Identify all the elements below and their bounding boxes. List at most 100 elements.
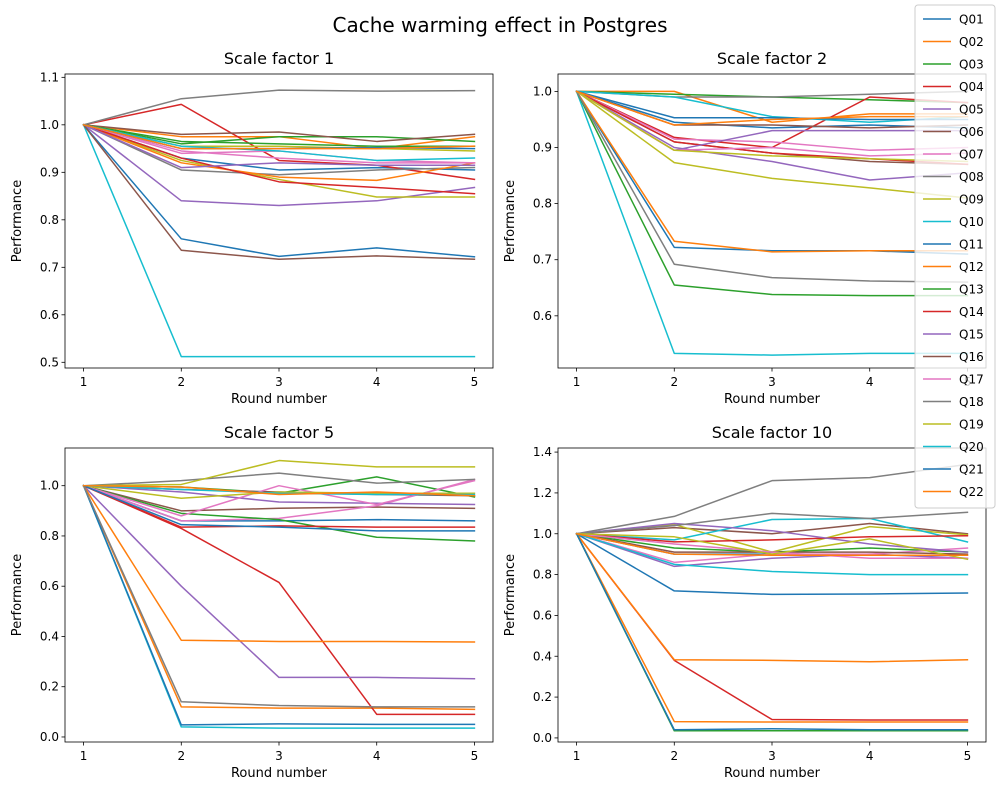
subplot-title: Scale factor 1	[224, 49, 334, 68]
legend-label: Q05	[959, 103, 984, 117]
y-axis-label: Performance	[10, 554, 25, 636]
x-tick-label: 3	[768, 375, 776, 389]
subplot-title: Scale factor 10	[712, 423, 832, 442]
series-line-q21	[575, 532, 969, 731]
y-tick-label: 0.7	[40, 260, 59, 274]
series-line-q20	[82, 484, 476, 496]
legend-label: Q17	[959, 373, 984, 387]
series-line-q17	[575, 532, 969, 559]
series-line-q06	[82, 124, 476, 143]
x-tick-label: 2	[670, 749, 678, 763]
series-line-q20	[82, 123, 476, 162]
series-line-q12	[575, 532, 969, 663]
legend-label: Q03	[959, 58, 984, 72]
legend-label: Q16	[959, 350, 984, 364]
subplot-4: 1 2 3 4 5 0.0 0.2 0.4 0.6 0.8 1.0 1.2 1.4 Scale facto…	[503, 423, 987, 781]
series-lines	[575, 90, 969, 356]
y-tick-label: 0.9	[40, 165, 59, 179]
y-tick-label: 0.5	[40, 355, 59, 369]
x-tick-label: 4	[373, 375, 381, 389]
series-line-q10	[82, 123, 476, 358]
series-line-q11	[82, 484, 476, 726]
y-tick-label: 0.6	[533, 309, 552, 323]
subplot-title: Scale factor 5	[224, 423, 334, 442]
y-tick-label: 0.2	[40, 680, 59, 694]
subplot-1: 1 2 3 4 5 0.5 0.6 0.7 0.8 0.9 1.0 1.1 Scale factor 1…	[10, 49, 494, 407]
series-line-q04	[82, 103, 476, 181]
series-line-q03	[82, 123, 476, 145]
series-line-q02	[575, 532, 969, 723]
legend-entry-q14: Q14	[923, 305, 984, 319]
series-line-q05	[575, 90, 969, 181]
series-lines	[575, 463, 969, 732]
legend-entry-q12: Q12	[923, 260, 984, 274]
y-tick-label: 0.8	[533, 568, 552, 582]
x-axis-label: Round number	[724, 766, 821, 781]
y-tick-label: 1.0	[40, 479, 59, 493]
legend: Q01 Q02 Q03 Q04 Q05 Q06 Q07 Q08 Q09 Q10 Q11 Q12 Q13 Q…	[914, 4, 996, 509]
x-tick-label: 2	[177, 749, 185, 763]
legend-label: Q18	[959, 395, 984, 409]
legend-entry-q22: Q22	[923, 485, 984, 499]
y-axis-label: Performance	[503, 554, 518, 636]
series-line-q19	[575, 90, 969, 163]
y-tick-label: 0.6	[40, 579, 59, 593]
legend-entry-q15: Q15	[923, 328, 984, 342]
series-line-q04	[82, 484, 476, 716]
y-tick-label: 0.4	[40, 629, 59, 643]
x-tick-label: 5	[471, 749, 479, 763]
series-line-q08	[82, 123, 476, 176]
legend-entry-q04: Q04	[923, 80, 984, 94]
y-tick-label: 0.2	[533, 690, 552, 704]
x-tick-label: 1	[80, 749, 88, 763]
legend-entry-q19: Q19	[923, 418, 984, 432]
series-line-q18	[575, 90, 969, 283]
legend-entry-q03: Q03	[923, 58, 984, 72]
x-tick-label: 3	[768, 749, 776, 763]
x-tick-label: 2	[177, 375, 185, 389]
legend-entry-q16: Q16	[923, 350, 984, 364]
series-line-q13	[82, 123, 476, 147]
y-axis-label: Performance	[10, 180, 25, 262]
legend-entry-q18: Q18	[923, 395, 984, 409]
series-line-q13	[575, 532, 969, 732]
series-line-q10	[575, 90, 969, 356]
legend-entry-q13: Q13	[923, 283, 984, 297]
legend-label: Q11	[959, 238, 984, 252]
x-tick-label: 4	[866, 375, 874, 389]
legend-entry-q09: Q09	[923, 193, 984, 207]
series-line-q22	[575, 90, 969, 126]
legend-label: Q13	[959, 283, 984, 297]
series-line-q09	[82, 459, 476, 487]
series-line-q18	[82, 89, 476, 126]
y-tick-label: 1.0	[40, 118, 59, 132]
series-line-q19	[575, 532, 969, 561]
x-tick-label: 2	[670, 375, 678, 389]
legend-label: Q19	[959, 418, 984, 432]
series-line-q15	[82, 123, 476, 169]
y-tick-label: 0.8	[40, 529, 59, 543]
x-axis-label: Round number	[231, 766, 328, 781]
series-lines	[82, 89, 476, 358]
series-line-q11	[82, 123, 476, 258]
y-tick-label: 0.9	[533, 141, 552, 155]
series-line-q08	[82, 472, 476, 487]
x-tick-label: 4	[373, 749, 381, 763]
series-line-q15	[82, 484, 476, 506]
series-line-q20	[575, 90, 969, 123]
legend-label: Q06	[959, 125, 984, 139]
series-line-q01	[575, 90, 969, 129]
series-line-q05	[82, 484, 476, 680]
y-tick-label: 1.4	[533, 445, 552, 459]
series-line-q20	[575, 532, 969, 576]
series-line-q10	[575, 517, 969, 543]
legend-label: Q04	[959, 80, 984, 94]
y-axis-label: Performance	[503, 180, 518, 262]
x-tick-label: 1	[573, 375, 581, 389]
x-tick-label: 3	[275, 749, 283, 763]
legend-entry-q20: Q20	[923, 440, 984, 454]
axes-frame	[64, 73, 494, 369]
series-line-q21	[575, 90, 969, 121]
y-tick-label: 1.0	[533, 527, 552, 541]
